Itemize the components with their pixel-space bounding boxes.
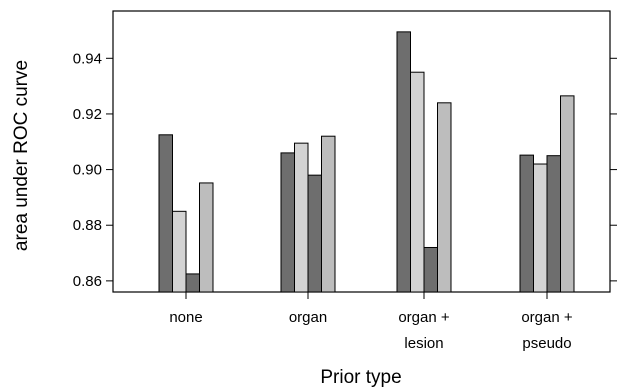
plot-frame — [112, 10, 611, 293]
bar-2-3 — [437, 102, 452, 293]
y-tick-label: 0.86 — [73, 273, 102, 290]
x-tick-label: organ + — [521, 309, 573, 326]
y-tick-label: 0.94 — [73, 50, 102, 67]
bar-1-3 — [321, 135, 336, 293]
bars-group — [158, 31, 575, 293]
y-axis-right-ticks — [610, 57, 617, 282]
x-tick-label: lesion — [404, 335, 443, 352]
bar-0-2 — [185, 273, 200, 293]
y-tick-label: 0.92 — [73, 106, 102, 123]
x-tick-label: organ — [289, 309, 327, 326]
bar-0-1 — [172, 210, 187, 293]
x-axis: none organ organ + lesion organ + pseudo — [169, 292, 573, 352]
bar-1-1 — [294, 142, 309, 293]
x-tick-label: none — [169, 309, 202, 326]
bar-2-0 — [396, 31, 411, 293]
bar-1-2 — [307, 174, 322, 293]
x-tick-label: organ + — [398, 309, 450, 326]
y-axis-title: area under ROC curve — [11, 60, 32, 251]
bar-0-0 — [158, 134, 173, 293]
bar-2-2 — [423, 246, 438, 293]
y-tick-label: 0.90 — [73, 162, 102, 179]
bar-3-2 — [546, 155, 561, 293]
bar-1-0 — [280, 152, 295, 293]
y-tick-label: 0.88 — [73, 217, 102, 234]
bar-2-1 — [410, 71, 425, 293]
bar-3-0 — [519, 154, 534, 293]
y-axis: 0.86 0.88 0.90 0.92 0.94 — [73, 50, 113, 290]
bar-3-1 — [533, 163, 548, 293]
x-axis-title: Prior type — [320, 367, 401, 388]
x-tick-label: pseudo — [522, 335, 571, 352]
bar-3-3 — [560, 95, 575, 293]
bar-0-3 — [199, 182, 214, 293]
